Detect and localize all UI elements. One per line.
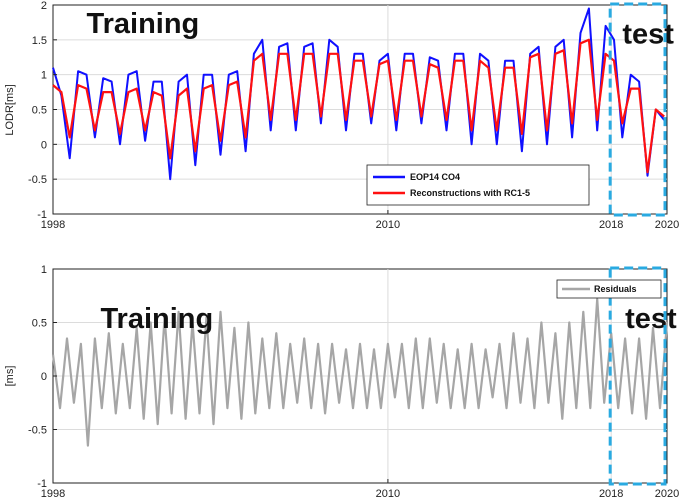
series-line-reconstructions-with-rc1-5 <box>52 38 665 174</box>
y-tick-label: 1.5 <box>32 35 47 47</box>
y-tick-label: 0.5 <box>32 105 47 117</box>
y-tick-label: -0.5 <box>28 174 47 186</box>
y-tick-label: 1 <box>41 264 47 276</box>
x-tick-label: 2020 <box>655 219 679 231</box>
legend-box <box>556 279 662 299</box>
chart-residuals: -1 -0.5 0 0.5 1 1998 2010 2018 2020 [ms] Traini… <box>4 264 679 500</box>
test-region-box <box>608 266 667 486</box>
legend: EOP14 CO4 Reconstructions with RC1-5 <box>366 164 590 206</box>
legend-label-reconstruction: Reconstructions with RC1-5 <box>410 188 530 198</box>
x-tick-label: 2010 <box>376 219 400 231</box>
chart-lod-reconstruction: -1 -0.5 0 0.5 1 1.5 2 1998 2010 2018 2020 LODR[ms… <box>4 0 679 231</box>
series-layer <box>51 297 669 447</box>
series-line-residuals <box>51 297 669 447</box>
x-tick-label: 1998 <box>41 488 65 500</box>
y-tick-label: 1 <box>41 70 47 82</box>
y-tick-label: 0.5 <box>32 318 47 330</box>
x-tick-label: 2018 <box>599 219 623 231</box>
y-axis-label: LODR[ms] <box>4 84 16 135</box>
x-tick-labels: 1998 2010 2018 2020 <box>41 479 679 500</box>
y-tick-label: 0 <box>41 139 47 151</box>
y-tick-label: -1 <box>37 478 47 490</box>
annotation-training: Training <box>86 8 199 40</box>
y-tick-labels: -1 -0.5 0 0.5 1 1.5 2 <box>28 0 57 221</box>
x-tick-labels: 1998 2010 2018 2020 <box>41 210 679 231</box>
legend-label-eop14: EOP14 CO4 <box>410 172 460 182</box>
x-tick-label: 2020 <box>655 488 679 500</box>
annotation-training: Training <box>100 303 213 335</box>
x-tick-label: 2010 <box>376 488 400 500</box>
y-tick-label: -0.5 <box>28 425 47 437</box>
series-line-eop14-co4 <box>52 7 665 181</box>
annotation-test: test <box>625 303 677 335</box>
legend-box <box>366 164 590 206</box>
y-tick-label: -1 <box>37 209 47 221</box>
x-tick-label: 2018 <box>599 488 623 500</box>
test-region-box <box>608 2 667 217</box>
y-tick-label: 2 <box>41 0 47 12</box>
y-axis-label: [ms] <box>4 366 16 387</box>
x-tick-label: 1998 <box>41 219 65 231</box>
legend-label-residuals: Residuals <box>594 284 637 294</box>
series-layer <box>52 7 665 181</box>
y-tick-labels: -1 -0.5 0 0.5 1 <box>28 264 57 490</box>
y-tick-label: 0 <box>41 371 47 383</box>
legend: Residuals <box>556 279 662 299</box>
